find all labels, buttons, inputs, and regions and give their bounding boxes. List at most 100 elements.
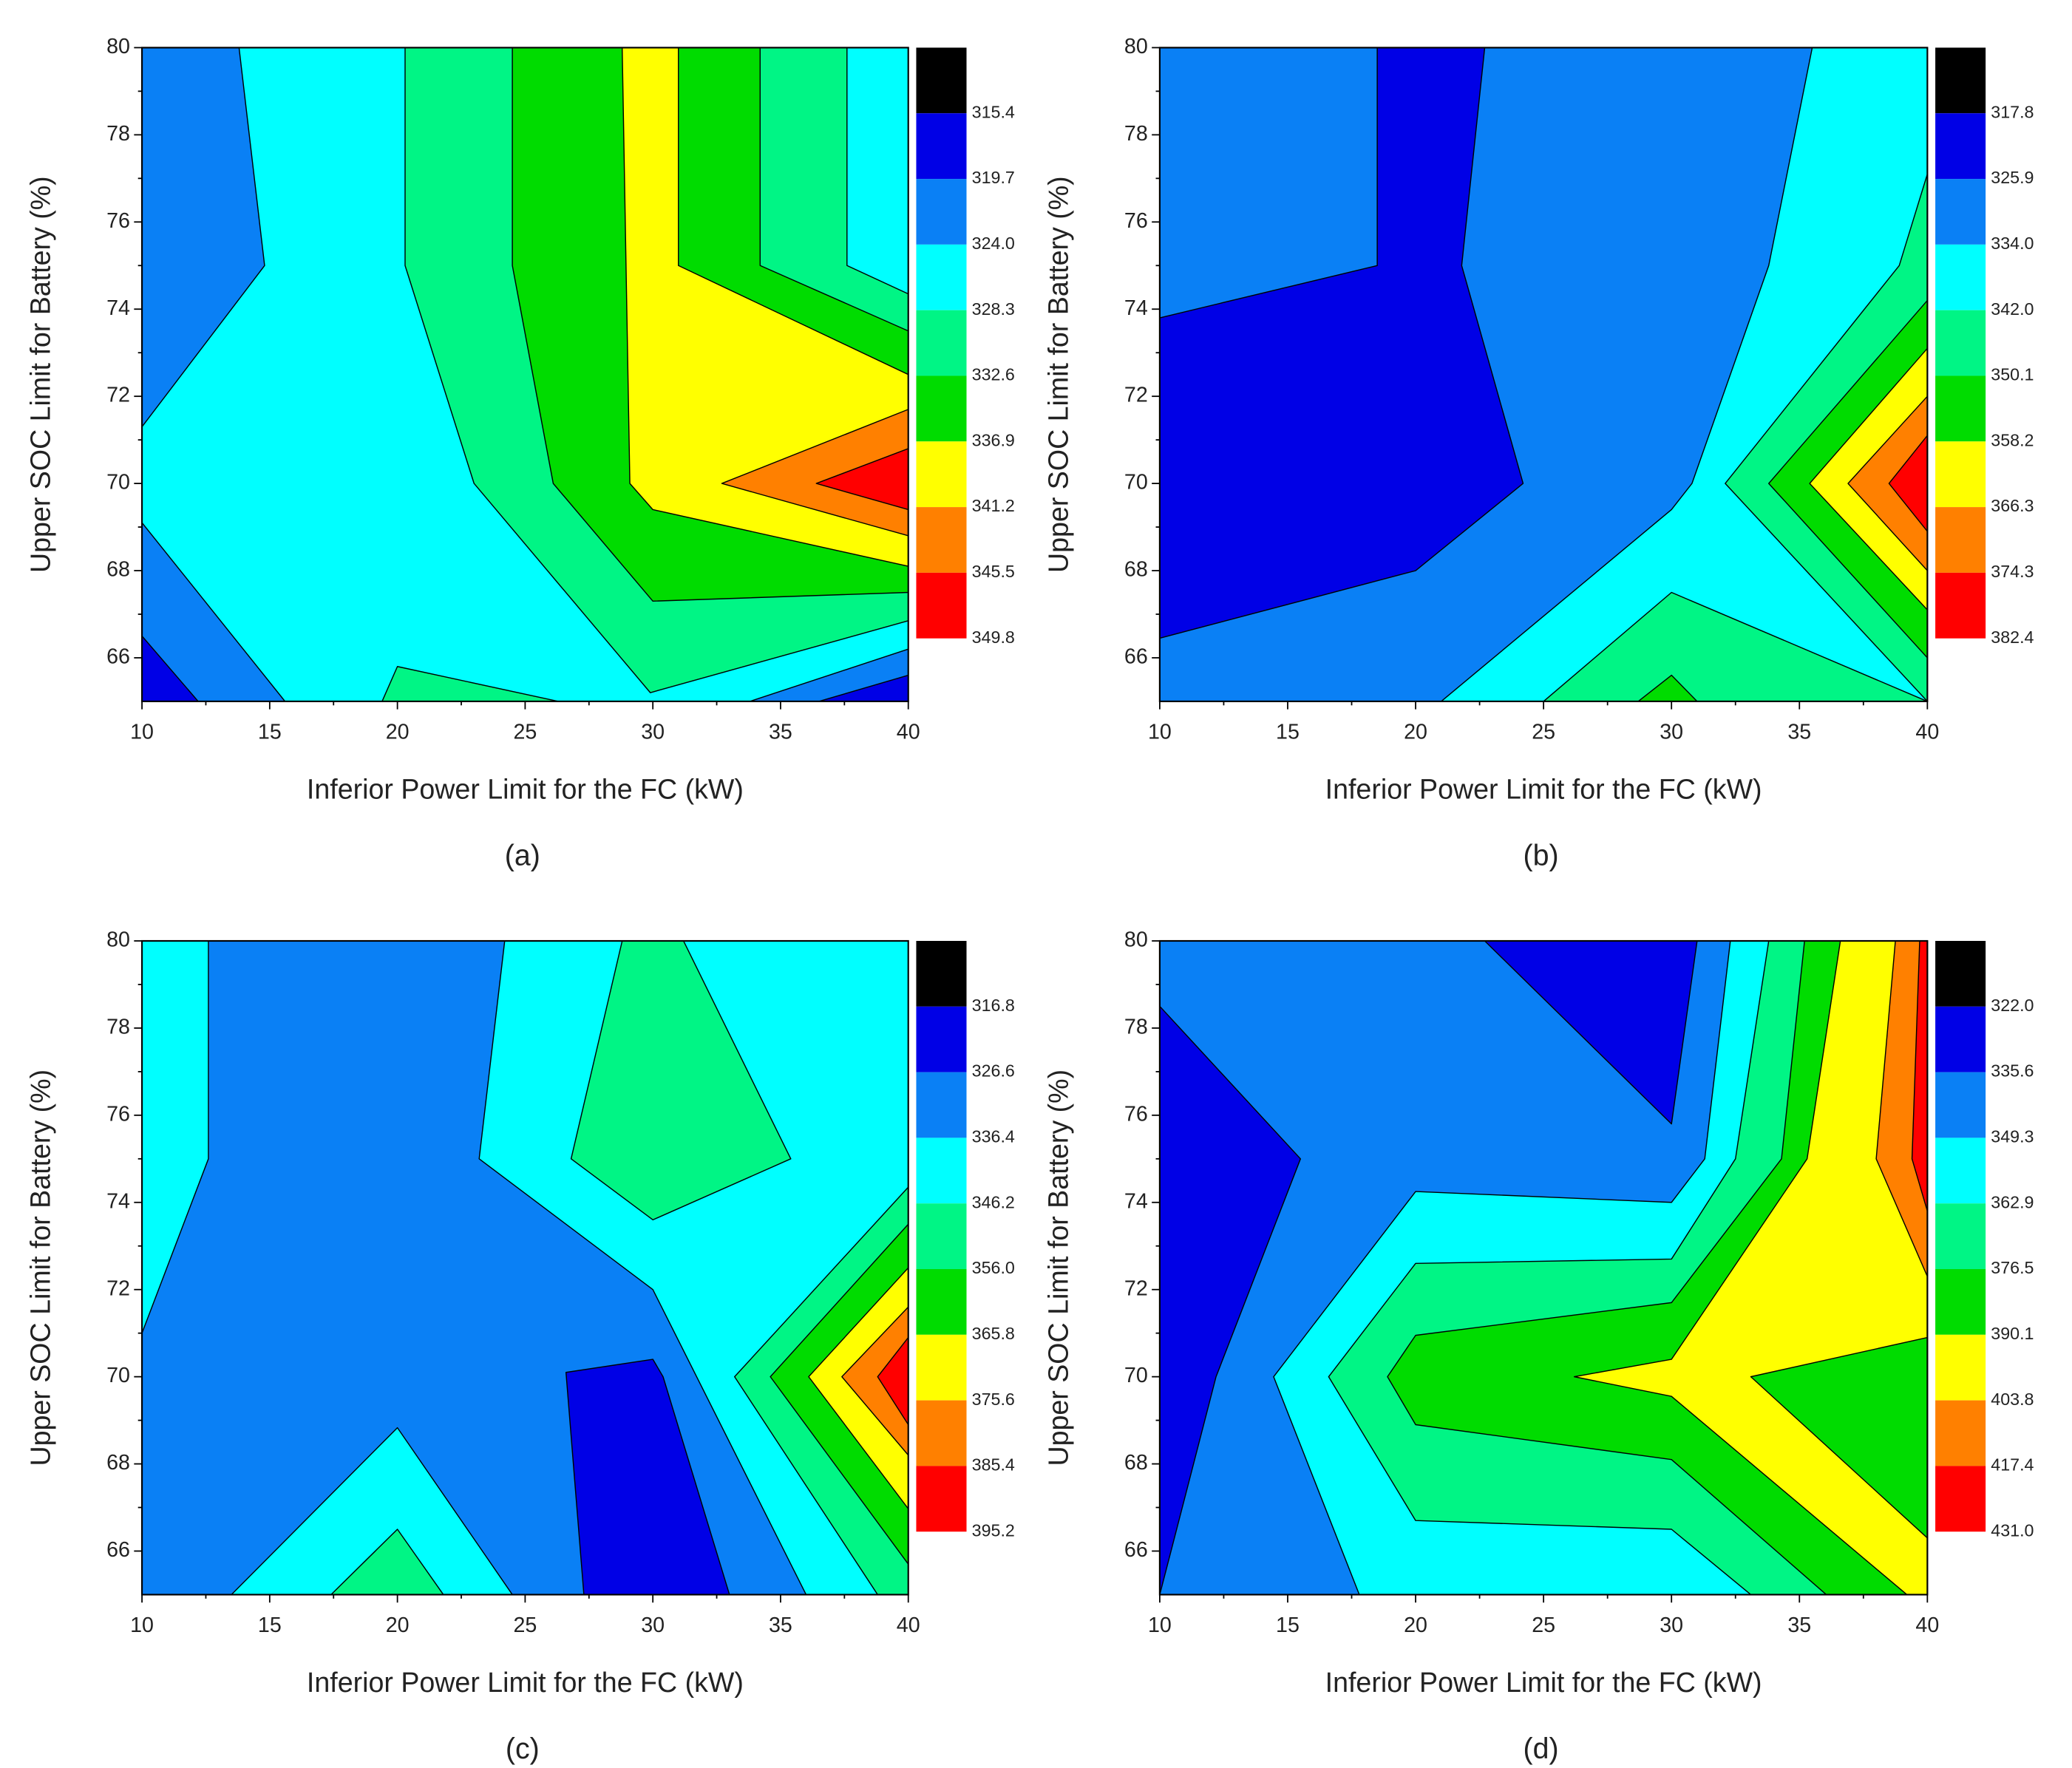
colorbar-label: 350.1: [1991, 365, 2034, 384]
colorbar-box: [916, 113, 967, 180]
colorbar-label: 390.1: [1991, 1324, 2034, 1343]
x-tick-label: 30: [641, 1614, 665, 1637]
colorbar-label: 341.2: [972, 496, 1015, 515]
colorbar-box: [1935, 572, 1986, 639]
colorbar-box: [1935, 1072, 1986, 1138]
y-axis-label: Upper SOC Limit for Battery (%): [25, 1070, 56, 1466]
contour-region: [565, 1359, 730, 1596]
y-tick-label: 70: [1124, 1364, 1148, 1387]
colorbar-label: 365.8: [972, 1324, 1015, 1343]
x-tick-label: 20: [386, 1614, 410, 1637]
x-tick-label: 40: [1915, 1614, 1939, 1637]
y-tick-label: 74: [1124, 296, 1148, 320]
colorbar-box: [1935, 1400, 1986, 1466]
colorbar-box: [1935, 940, 1986, 1007]
colorbar-box: [1935, 1203, 1986, 1270]
x-tick-label: 25: [513, 720, 537, 744]
colorbar-box: [1935, 441, 1986, 508]
y-tick-label: 80: [106, 928, 130, 952]
y-tick-label: 68: [106, 558, 130, 582]
colorbar-box: [916, 1269, 967, 1335]
caption: (a): [505, 840, 540, 872]
x-tick-label: 35: [1787, 1614, 1811, 1637]
colorbar-label: 431.0: [1991, 1520, 2034, 1540]
y-tick-label: 66: [1124, 645, 1148, 669]
x-axis-label: Inferior Power Limit for the FC (kW): [1325, 774, 1762, 805]
colorbar-label: 374.3: [1991, 562, 2034, 581]
x-tick-label: 15: [1276, 1614, 1300, 1637]
colorbar-box: [916, 572, 967, 639]
x-tick-label: 25: [1532, 1614, 1555, 1637]
x-tick-label: 35: [769, 1614, 792, 1637]
y-tick-label: 68: [1124, 1451, 1148, 1475]
colorbar-box: [1935, 47, 1986, 114]
y-tick-label: 76: [1124, 209, 1148, 233]
colorbar-box: [1935, 113, 1986, 180]
colorbar-box: [916, 1138, 967, 1204]
y-tick-label: 80: [106, 35, 130, 58]
x-axis-label: Inferior Power Limit for the FC (kW): [1325, 1667, 1762, 1698]
y-tick-label: 80: [1124, 35, 1148, 58]
colorbar-label: 332.6: [972, 365, 1015, 384]
colorbar-box: [1935, 310, 1986, 376]
colorbar-box: [916, 507, 967, 573]
x-tick-label: 15: [258, 720, 282, 744]
y-tick-label: 78: [106, 1015, 130, 1038]
colorbar-box: [1935, 1138, 1986, 1204]
colorbar-box: [916, 940, 967, 1007]
colorbar-box: [1935, 244, 1986, 310]
contour-region: [1159, 47, 1524, 639]
x-axis-label: Inferior Power Limit for the FC (kW): [307, 774, 744, 805]
colorbar-label: 358.2: [1991, 430, 2034, 449]
y-tick-label: 72: [1124, 384, 1148, 407]
colorbar-label: 385.4: [972, 1455, 1015, 1475]
colorbar-box: [916, 310, 967, 376]
y-tick-label: 72: [106, 1276, 130, 1300]
colorbar-label: 315.4: [972, 102, 1015, 121]
colorbar-label: 366.3: [1991, 496, 2034, 515]
colorbar-box: [916, 1400, 967, 1466]
colorbar-label: 382.4: [1991, 628, 2034, 647]
colorbar-box: [1935, 1006, 1986, 1072]
y-tick-label: 74: [106, 296, 130, 320]
colorbar-box: [916, 179, 967, 245]
colorbar-label: 326.6: [972, 1061, 1015, 1081]
colorbar-label: 317.8: [1991, 102, 2034, 121]
x-tick-label: 10: [130, 720, 154, 744]
x-axis-label: Inferior Power Limit for the FC (kW): [307, 1667, 744, 1698]
colorbar-box: [1935, 1334, 1986, 1401]
x-tick-label: 10: [1148, 720, 1172, 744]
y-tick-label: 74: [106, 1189, 130, 1213]
colorbar-label: 403.8: [1991, 1390, 2034, 1409]
y-tick-label: 72: [106, 384, 130, 407]
colorbar-label: 336.9: [972, 430, 1015, 449]
y-tick-label: 78: [106, 122, 130, 146]
x-tick-label: 40: [1915, 720, 1939, 744]
colorbar-label: 324.0: [972, 234, 1015, 253]
x-tick-label: 35: [769, 720, 792, 744]
colorbar-label: 342.0: [1991, 299, 2034, 319]
y-tick-label: 68: [1124, 558, 1148, 582]
colorbar-label: 395.2: [972, 1520, 1015, 1540]
colorbar-box: [916, 47, 967, 114]
x-tick-label: 10: [130, 1614, 154, 1637]
colorbar-box: [1935, 1466, 1986, 1532]
y-axis-label: Upper SOC Limit for Battery (%): [25, 176, 56, 573]
y-tick-label: 76: [106, 209, 130, 233]
x-tick-label: 20: [1404, 720, 1427, 744]
colorbar-box: [1935, 1269, 1986, 1335]
colorbar-label: 376.5: [1991, 1258, 2034, 1277]
x-tick-label: 20: [386, 720, 410, 744]
caption: (c): [506, 1733, 540, 1765]
x-tick-label: 30: [1660, 720, 1683, 744]
x-tick-label: 30: [641, 720, 665, 744]
y-tick-label: 74: [1124, 1189, 1148, 1213]
caption: (b): [1523, 840, 1558, 872]
colorbar-label: 316.8: [972, 996, 1015, 1015]
colorbar-label: 417.4: [1991, 1455, 2034, 1475]
y-tick-label: 66: [106, 645, 130, 669]
colorbar-box: [1935, 507, 1986, 573]
contour-region: [846, 47, 909, 295]
y-tick-label: 70: [106, 471, 130, 494]
